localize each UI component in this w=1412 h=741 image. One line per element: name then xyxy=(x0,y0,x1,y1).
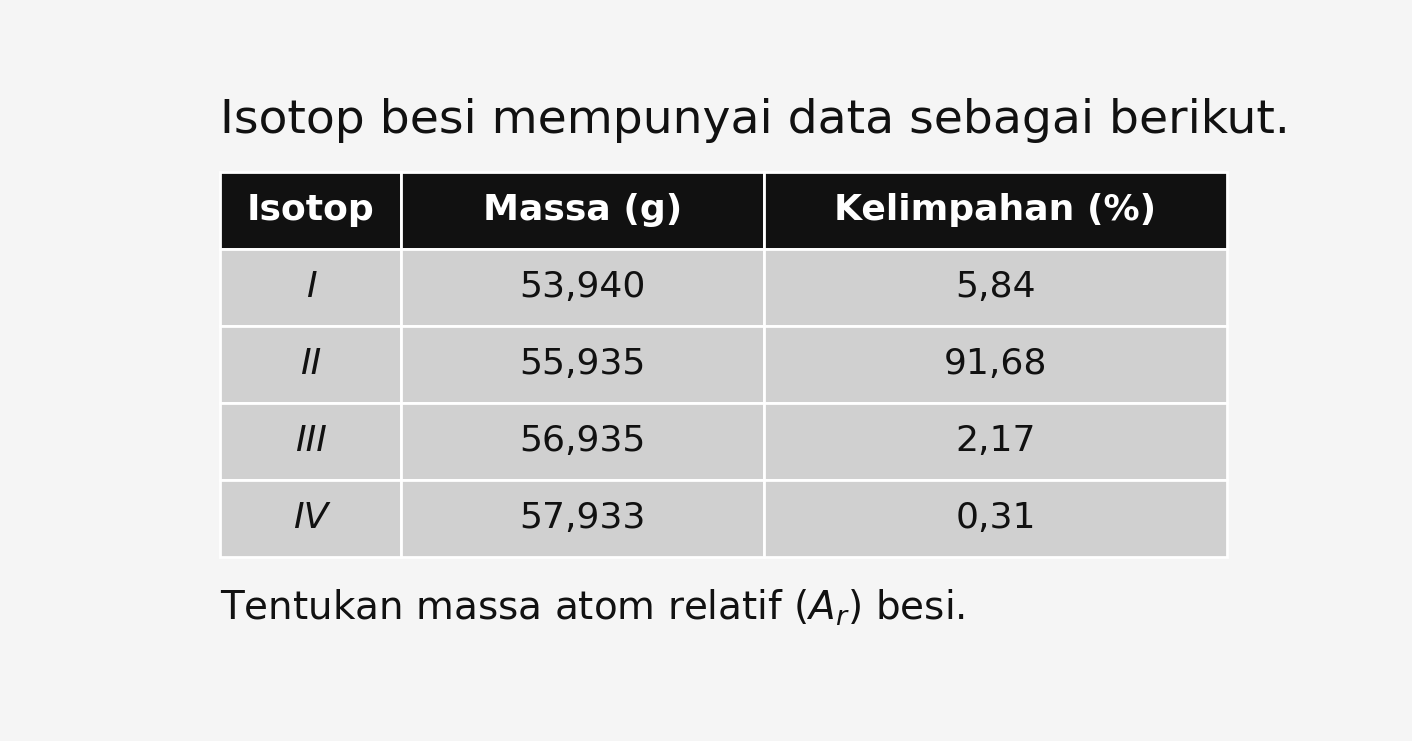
Bar xyxy=(401,403,764,479)
Bar xyxy=(401,479,764,556)
Text: 53,940: 53,940 xyxy=(520,270,645,305)
Text: I: I xyxy=(305,270,316,305)
Bar xyxy=(220,249,401,326)
Text: 5,84: 5,84 xyxy=(955,270,1036,305)
Bar xyxy=(764,403,1227,479)
Bar xyxy=(764,326,1227,403)
Bar xyxy=(401,326,764,403)
Bar xyxy=(764,172,1227,249)
Bar xyxy=(764,249,1227,326)
Text: 56,935: 56,935 xyxy=(520,425,645,458)
Bar xyxy=(220,172,401,249)
Bar xyxy=(220,403,401,479)
Bar xyxy=(220,479,401,556)
Text: Massa (g): Massa (g) xyxy=(483,193,682,227)
Text: 91,68: 91,68 xyxy=(943,348,1048,381)
Bar xyxy=(220,326,401,403)
Bar xyxy=(401,249,764,326)
Text: Tentukan massa atom relatif ($A_r$) besi.: Tentukan massa atom relatif ($A_r$) besi… xyxy=(220,588,966,628)
Bar xyxy=(764,479,1227,556)
Text: III: III xyxy=(295,425,326,458)
Text: 55,935: 55,935 xyxy=(520,348,645,381)
Text: Isotop besi mempunyai data sebagai berikut.: Isotop besi mempunyai data sebagai berik… xyxy=(220,98,1291,143)
Text: IV: IV xyxy=(294,501,329,535)
Text: 57,933: 57,933 xyxy=(520,501,645,535)
Text: II: II xyxy=(301,348,322,381)
Text: 2,17: 2,17 xyxy=(956,425,1036,458)
Text: Isotop: Isotop xyxy=(247,193,374,227)
Bar xyxy=(401,172,764,249)
Text: Kelimpahan (%): Kelimpahan (%) xyxy=(834,193,1156,227)
Text: 0,31: 0,31 xyxy=(956,501,1036,535)
